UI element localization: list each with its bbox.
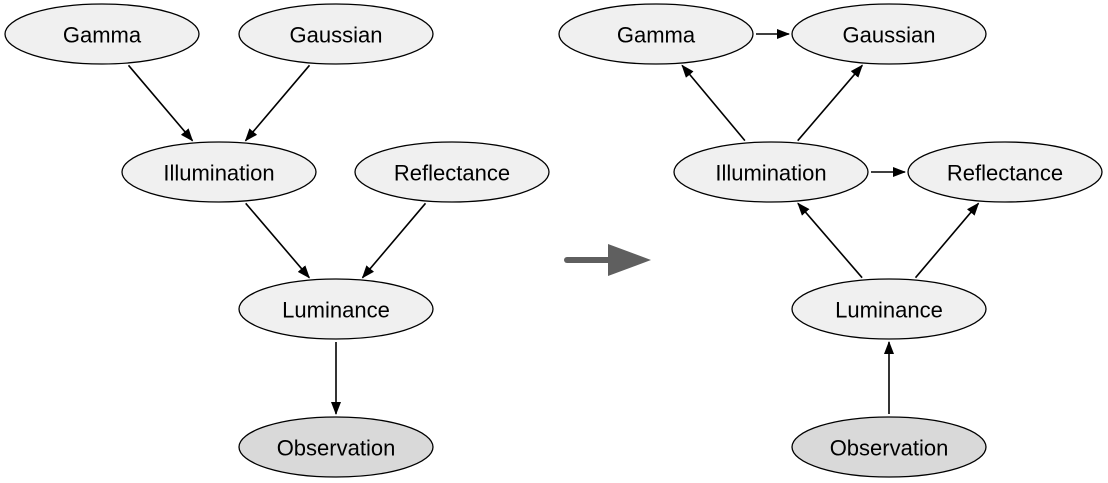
node-gamma-ellipse — [558, 3, 754, 65]
edge-gamma-to-illumination — [127, 64, 194, 142]
node-luminance-label: Luminance — [835, 298, 943, 323]
node-reflectance: Reflectance — [354, 141, 550, 203]
node-observation-ellipse — [791, 416, 987, 478]
node-observation-label: Observation — [830, 436, 949, 461]
edge-illumination-to-gaussian — [797, 64, 863, 142]
node-luminance-ellipse — [238, 278, 434, 340]
left-graph: Gamma Gaussian Illumination Reflectance Lumi… — [4, 3, 550, 478]
node-gamma: Gamma — [558, 3, 754, 65]
node-reflectance-ellipse — [354, 141, 550, 203]
node-observation: Observation — [238, 416, 434, 478]
node-illumination: Illumination — [121, 141, 317, 203]
edge-illumination-to-gamma — [681, 64, 746, 142]
node-gamma: Gamma — [4, 3, 200, 65]
node-gamma-label: Gamma — [63, 23, 142, 48]
node-luminance-label: Luminance — [282, 298, 390, 323]
node-reflectance-label: Reflectance — [947, 161, 1063, 186]
node-observation-label: Observation — [277, 436, 396, 461]
node-illumination-label: Illumination — [715, 161, 826, 186]
transition-arrow-head — [608, 244, 651, 276]
node-luminance-ellipse — [791, 278, 987, 340]
edge-gaussian-to-illumination — [244, 64, 311, 142]
node-gamma-label: Gamma — [617, 23, 696, 48]
node-illumination: Illumination — [673, 141, 869, 203]
right-graph: Gamma Gaussian Illumination Reflectance Lumi… — [558, 3, 1103, 478]
transition-arrow — [564, 244, 651, 276]
node-luminance: Luminance — [791, 278, 987, 340]
node-illumination-ellipse — [121, 141, 317, 203]
node-gamma-ellipse — [4, 3, 200, 65]
node-observation-ellipse — [238, 416, 434, 478]
node-reflectance: Reflectance — [907, 141, 1103, 203]
edge-luminance-to-reflectance — [914, 202, 980, 279]
node-illumination-ellipse — [673, 141, 869, 203]
node-gaussian-label: Gaussian — [843, 23, 936, 48]
node-reflectance-label: Reflectance — [394, 161, 510, 186]
edge-reflectance-to-luminance — [361, 202, 427, 279]
node-luminance: Luminance — [238, 278, 434, 340]
node-gaussian-ellipse — [238, 3, 434, 65]
node-observation: Observation — [791, 416, 987, 478]
node-gaussian: Gaussian — [238, 3, 434, 65]
edge-illumination-to-luminance — [245, 202, 310, 279]
node-reflectance-ellipse — [907, 141, 1103, 203]
node-gaussian: Gaussian — [791, 3, 987, 65]
node-gaussian-label: Gaussian — [290, 23, 383, 48]
node-gaussian-ellipse — [791, 3, 987, 65]
edge-luminance-to-illumination — [797, 202, 863, 279]
node-illumination-label: Illumination — [163, 161, 274, 186]
